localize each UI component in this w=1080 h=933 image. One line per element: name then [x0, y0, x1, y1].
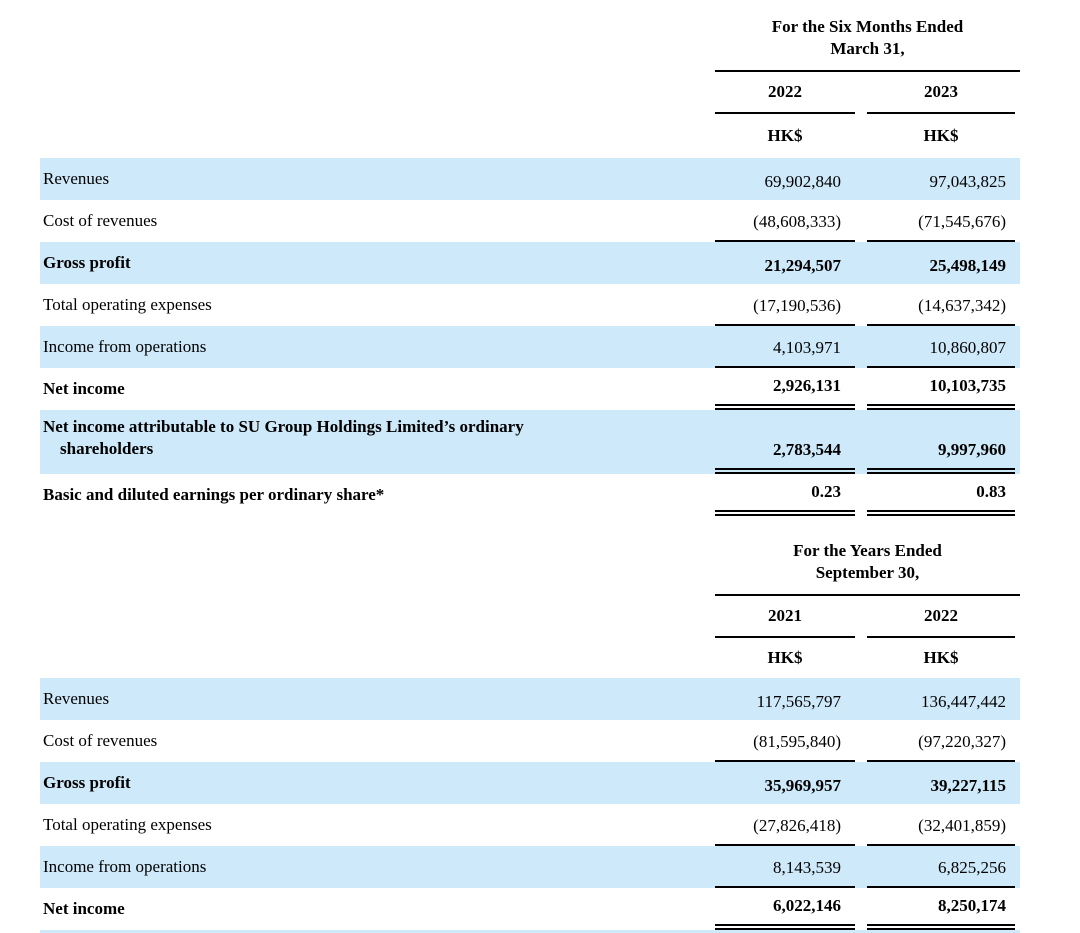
cell-value-2: (71,545,676) — [867, 200, 1015, 242]
cell-value-1: 117,565,797 — [756, 692, 841, 711]
table-row-income-from-operations: Income from operations 8,143,539 6,825,2… — [40, 846, 1020, 888]
cell-label: Total operating expenses — [43, 815, 212, 834]
cell-label: Income from operations — [43, 337, 207, 356]
cell-value-1: 6,022,146 — [715, 888, 855, 930]
cell-label: Net income — [43, 899, 125, 918]
cell-label: Income from operations — [43, 857, 207, 876]
cell-value-1: 69,902,840 — [764, 172, 842, 191]
cell-value-1: 8,143,539 — [715, 846, 855, 888]
cell-value-2: 39,227,115 — [930, 776, 1006, 795]
cell-value-2: (32,401,859) — [867, 804, 1015, 846]
cell-value-1: (27,826,418) — [715, 804, 855, 846]
cell-value-2: 8,250,174 — [867, 888, 1015, 930]
cell-label: Revenues — [43, 169, 110, 188]
statement-content: For the Six Months Ended March 31, 2022 … — [40, 0, 1020, 933]
cell-label: Net income — [43, 379, 125, 398]
cell-value-1: (81,595,840) — [715, 720, 855, 762]
currency-column-2: HK$ — [923, 126, 959, 145]
cell-value-1: 2,783,544 — [715, 410, 855, 474]
period-heading-line2: March 31, — [830, 39, 905, 58]
table-row-net-income: Net income 6,022,146 8,250,174 — [40, 888, 1020, 930]
currency-column-1: HK$ — [767, 126, 803, 145]
period-heading: For the Six Months Ended March 31, — [715, 16, 1020, 72]
period-header-row: For the Six Months Ended March 31, — [40, 0, 1020, 72]
cell-value-2: 10,103,735 — [867, 368, 1015, 410]
cell-value-1: (17,190,536) — [715, 284, 855, 326]
cell-value-1: (48,608,333) — [715, 200, 855, 242]
table-row-gross-profit: Gross profit 21,294,507 25,498,149 — [40, 242, 1020, 284]
cell-label-line1: Net income attributable to SU Group Hold… — [43, 417, 524, 436]
table-row-cost-of-revenues: Cost of revenues (48,608,333) (71,545,67… — [40, 200, 1020, 242]
cell-value-1: 35,969,957 — [764, 776, 842, 795]
table-row-total-operating-expenses: Total operating expenses (27,826,418) (3… — [40, 804, 1020, 846]
cell-label: Gross profit — [43, 253, 131, 272]
six-months-table: For the Six Months Ended March 31, 2022 … — [40, 0, 1020, 516]
table-row-gross-profit: Gross profit 35,969,957 39,227,115 — [40, 762, 1020, 804]
year-column-1: 2022 — [715, 72, 855, 114]
period-header-row: For the Years Ended September 30, — [40, 540, 1020, 596]
table-row-revenues: Revenues 69,902,840 97,043,825 — [40, 158, 1020, 200]
cell-value-1: 21,294,507 — [764, 256, 842, 275]
year-column-1: 2021 — [715, 596, 855, 638]
cell-label: Cost of revenues — [43, 731, 158, 750]
cell-label: Revenues — [43, 689, 110, 708]
currency-header-row: HK$ HK$ — [40, 638, 1020, 678]
partial-row-highlight — [40, 930, 1020, 933]
currency-header-row: HK$ HK$ — [40, 114, 1020, 158]
currency-column-2: HK$ — [923, 648, 959, 667]
cell-value-2: 0.83 — [867, 474, 1015, 516]
cell-label: Cost of revenues — [43, 211, 158, 230]
cell-value-2: (14,637,342) — [867, 284, 1015, 326]
table-row-income-from-operations: Income from operations 4,103,971 10,860,… — [40, 326, 1020, 368]
year-header-row: 2022 2023 — [40, 72, 1020, 114]
cell-label: Gross profit — [43, 773, 131, 792]
period-heading-line1: For the Years Ended — [793, 541, 942, 560]
period-heading-line1: For the Six Months Ended — [771, 17, 964, 36]
year-header-row: 2021 2022 — [40, 596, 1020, 638]
cell-value-2: 9,997,960 — [867, 410, 1015, 474]
cell-value-2: 6,825,256 — [867, 846, 1015, 888]
table-row-cost-of-revenues: Cost of revenues (81,595,840) (97,220,32… — [40, 720, 1020, 762]
table-row-total-operating-expenses: Total operating expenses (17,190,536) (1… — [40, 284, 1020, 326]
table-row-net-income: Net income 2,926,131 10,103,735 — [40, 368, 1020, 410]
cell-value-2: 136,447,442 — [921, 692, 1006, 711]
table-row-revenues: Revenues 117,565,797 136,447,442 — [40, 678, 1020, 720]
cell-label: Total operating expenses — [43, 295, 212, 314]
cell-label: Net income attributable to SU Group Hold… — [40, 410, 715, 474]
period-heading: For the Years Ended September 30, — [715, 540, 1020, 596]
cell-value-2: 25,498,149 — [929, 256, 1007, 275]
annual-table: For the Years Ended September 30, 2021 2… — [40, 540, 1020, 933]
cell-label-line2: shareholders — [60, 439, 154, 458]
period-heading-line2: September 30, — [815, 563, 920, 582]
currency-column-1: HK$ — [767, 648, 803, 667]
cell-value-1: 2,926,131 — [715, 368, 855, 410]
table-row-net-income-attributable: Net income attributable to SU Group Hold… — [40, 410, 1020, 474]
cell-value-1: 4,103,971 — [715, 326, 855, 368]
cell-label: Basic and diluted earnings per ordinary … — [43, 485, 385, 504]
cell-value-1: 0.23 — [715, 474, 855, 516]
cell-value-2: (97,220,327) — [867, 720, 1015, 762]
year-column-2: 2022 — [867, 596, 1015, 638]
year-column-2: 2023 — [867, 72, 1015, 114]
cell-value-2: 10,860,807 — [867, 326, 1015, 368]
table-row-basic-diluted-eps: Basic and diluted earnings per ordinary … — [40, 474, 1020, 516]
cell-value-2: 97,043,825 — [929, 172, 1007, 191]
